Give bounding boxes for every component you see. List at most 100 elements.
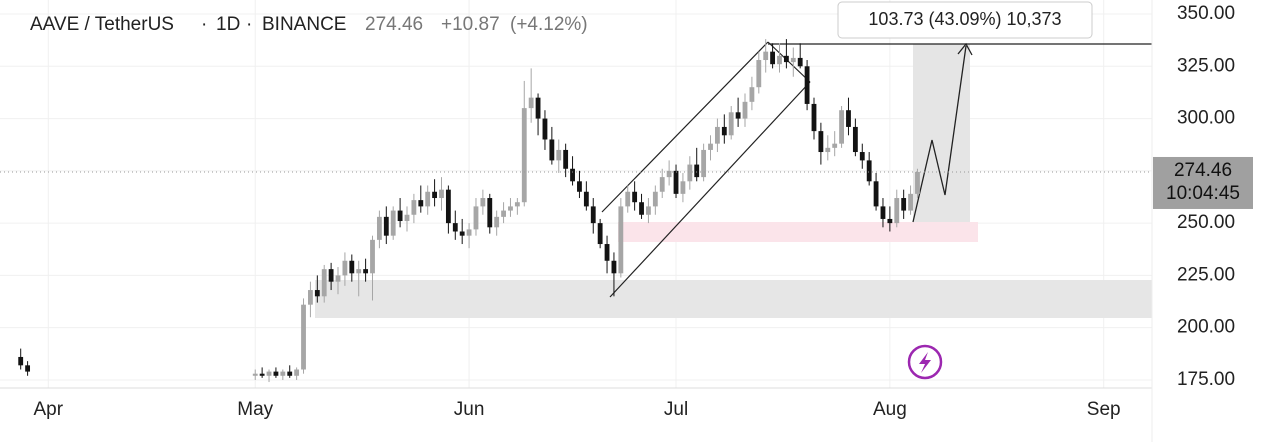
channel-cap [767,41,811,83]
measure-label: 103.73 (43.09%) 10,373 [868,9,1061,29]
y-tick-label: 175.00 [1177,369,1235,390]
candle-body [604,244,610,261]
candle-body [404,214,410,222]
candle-body [673,170,679,194]
header: AAVE / TetherUS · 1D · BINANCE 274.46 +1… [30,14,588,35]
support-zone [315,280,1152,318]
y-tick-label: 225.00 [1177,264,1235,285]
candle-body [535,97,541,119]
candle-body [335,275,341,282]
y-tick-label: 200.00 [1177,317,1235,338]
candle-body [666,170,672,178]
candle-body [894,198,900,224]
candle-body [308,290,313,305]
candle-body [301,304,306,370]
candle-body [411,200,417,215]
y-tick-label: 300.00 [1177,108,1235,129]
icon-ring[interactable] [907,344,943,380]
x-tick-label: Aug [873,399,907,420]
candle-body [618,206,624,274]
candle-body [577,181,582,192]
candle-body [473,206,479,230]
candle-body [797,57,803,67]
candle-body [542,118,548,140]
candle-body [259,373,265,376]
candle-body [866,160,872,182]
candle-body [811,103,817,132]
candle-body [659,177,665,192]
candle-body [763,51,769,61]
candle-body [356,269,362,274]
candle-body [501,210,506,217]
candle-body [376,216,382,240]
candle-body [832,143,838,148]
candle-body [597,223,603,245]
candle-body [418,200,424,207]
candle-body [756,60,762,88]
candle-body [915,171,920,194]
candle-body [252,373,258,376]
candle-body [749,87,755,102]
candle-body [839,110,844,144]
price-tag-countdown: 10:04:45 [1166,183,1240,204]
candle-body [804,66,810,104]
candle-body [328,269,334,282]
candle-body [487,198,493,228]
candle-body [314,290,320,297]
candle-body [342,260,348,276]
separator: · [201,14,207,35]
candle-body [728,112,734,136]
candle-body [742,101,748,119]
channel-lower [609,81,811,298]
separator: · [246,14,252,35]
candle-body [721,126,727,136]
exchange: BINANCE [262,14,346,35]
candle-body [370,239,375,274]
icon-bolt[interactable] [919,352,931,373]
target-box [913,44,970,222]
candle-body [825,147,831,153]
candle-body [549,139,555,161]
candle-body [18,356,24,366]
candle-body [714,126,720,144]
candle-body [777,55,782,65]
x-tick-label: Jul [664,399,688,420]
price-tag-box [1153,156,1253,209]
candle-body [611,260,617,274]
drawings [315,41,1152,318]
alert-icon[interactable] [907,344,943,380]
channel-upper [601,41,769,213]
candle-body [349,260,355,274]
projection-arrowhead [957,42,973,56]
candle-body [880,206,886,219]
candle-body [459,231,465,236]
candle-body [452,223,458,232]
candle-body [846,110,851,127]
candle-body [425,191,431,207]
candle-body [390,210,396,236]
candle-body [445,189,451,224]
candle-body [528,97,534,109]
price-tag-label: 274.46 [1174,160,1232,181]
candle-body [852,126,858,153]
x-tick-label: May [237,399,273,420]
candle-body [632,191,638,203]
candle-body [521,108,527,203]
candle-body [887,218,893,224]
change-percent: (+4.12%) [510,14,588,35]
x-tick-label: Apr [33,399,63,420]
x-tick-label: Jun [454,399,485,420]
candle-body [646,206,651,215]
candle-body [383,216,389,236]
candle-body [287,371,293,376]
change: +10.87 [441,14,500,35]
candle-body [321,269,327,297]
last-price: 274.46 [365,14,423,35]
candle-body [556,149,562,161]
candle-body [701,149,707,178]
candle-body [363,269,369,274]
candle-body [266,371,272,376]
projection-path [912,45,967,223]
